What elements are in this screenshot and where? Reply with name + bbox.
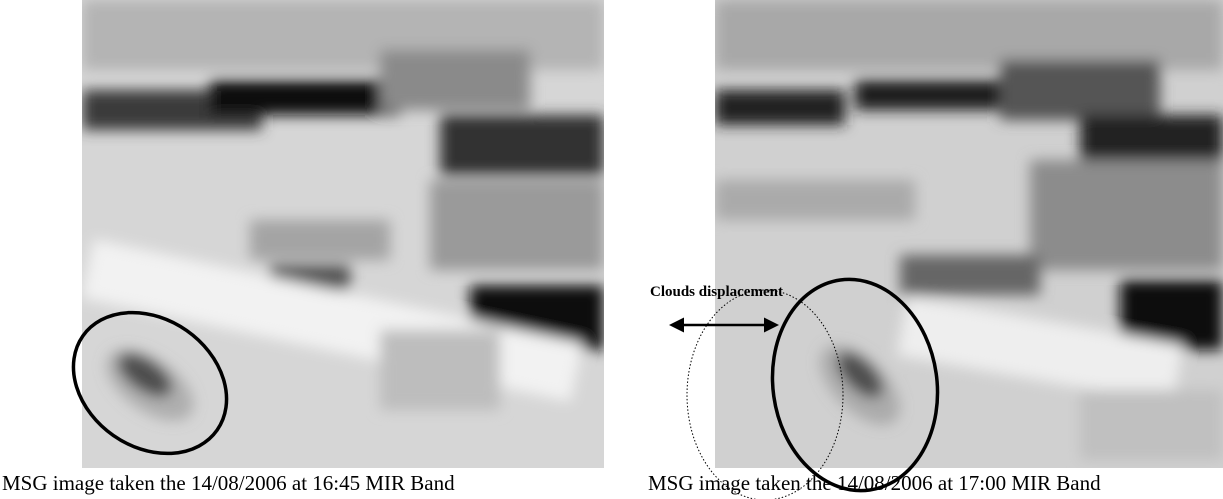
annotation: Clouds displacement xyxy=(650,284,783,300)
right-image xyxy=(715,0,1223,468)
highlight-ellipse xyxy=(71,310,229,456)
left-image xyxy=(82,0,604,468)
caption: MSG image taken the 14/08/2006 at 17:00 … xyxy=(648,471,1101,495)
previous-position xyxy=(686,289,844,499)
current-position xyxy=(770,277,940,493)
caption: MSG image taken the 14/08/2006 at 16:45 … xyxy=(2,471,455,495)
